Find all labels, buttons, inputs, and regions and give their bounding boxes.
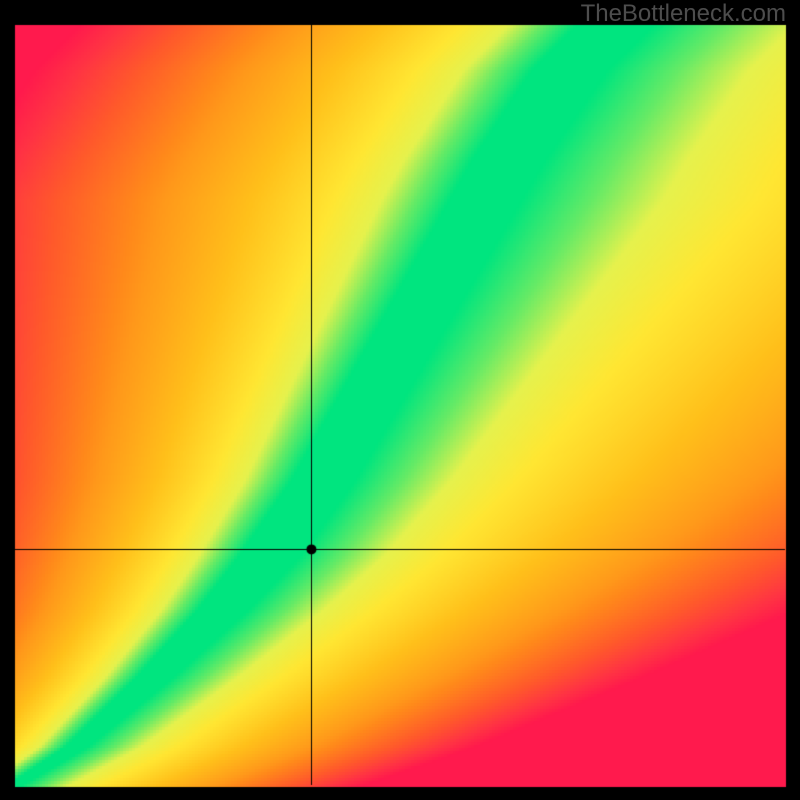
bottleneck-heatmap-canvas <box>0 0 800 800</box>
chart-container: TheBottleneck.com <box>0 0 800 800</box>
watermark-text: TheBottleneck.com <box>581 0 786 28</box>
